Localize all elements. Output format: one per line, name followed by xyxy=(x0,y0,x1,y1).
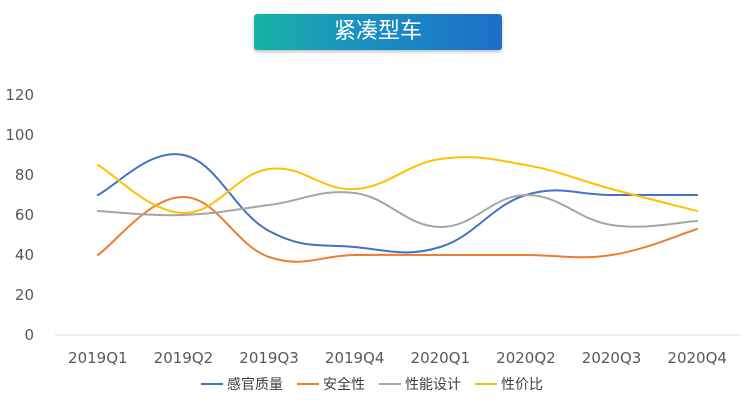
legend-item-3: 性能设计 xyxy=(379,374,461,394)
x-tick-label: 2020Q1 xyxy=(411,349,471,367)
x-tick-label: 2019Q4 xyxy=(325,349,385,367)
series-line-3 xyxy=(96,191,699,229)
x-tick-label: 2020Q2 xyxy=(496,349,556,367)
legend-swatch xyxy=(475,383,497,385)
legend: 感官质量 安全性 性能设计 性价比 xyxy=(0,372,744,396)
legend-swatch xyxy=(379,383,401,385)
y-tick-label: 120 xyxy=(5,86,34,104)
x-tick-label: 2020Q3 xyxy=(582,349,642,367)
y-tick-label: 0 xyxy=(24,326,34,344)
y-tick-label: 100 xyxy=(5,126,34,144)
legend-label: 性能设计 xyxy=(405,377,461,393)
x-tick-label: 2019Q1 xyxy=(68,349,128,367)
y-tick-label: 40 xyxy=(15,246,34,264)
x-tick-label: 2019Q2 xyxy=(154,349,214,367)
x-tick-label: 2020Q4 xyxy=(667,349,727,367)
legend-item-2: 安全性 xyxy=(297,374,365,394)
legend-swatch xyxy=(297,383,319,385)
y-tick-label: 80 xyxy=(15,166,34,184)
series-line-4 xyxy=(96,156,699,215)
x-tick-label: 2019Q3 xyxy=(239,349,299,367)
series-line-1 xyxy=(96,153,699,254)
legend-item-4: 性价比 xyxy=(475,374,543,394)
legend-label: 感官质量 xyxy=(227,377,283,393)
legend-item-1: 感官质量 xyxy=(201,374,283,394)
series-line-2 xyxy=(96,195,699,263)
chart-title: 紧凑型车 xyxy=(254,14,502,50)
legend-label: 安全性 xyxy=(323,377,365,393)
legend-label: 性价比 xyxy=(501,377,543,393)
y-tick-label: 20 xyxy=(15,286,34,304)
y-tick-label: 60 xyxy=(15,206,34,224)
legend-swatch xyxy=(201,383,223,385)
